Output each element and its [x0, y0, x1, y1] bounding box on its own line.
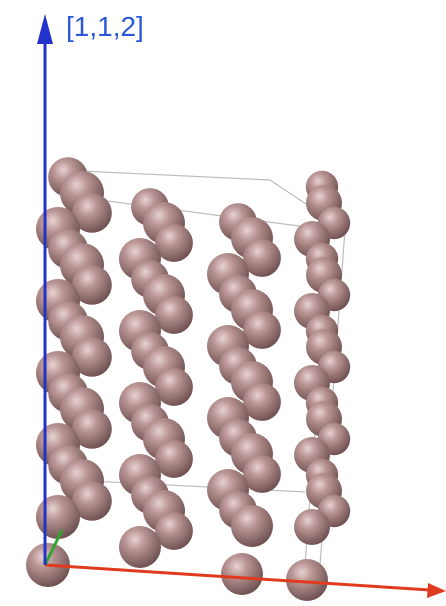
atom	[221, 553, 263, 595]
atom	[294, 509, 330, 545]
page: [1,1,2] (() => { const data = JSON.parse…	[0, 0, 446, 606]
atom	[231, 505, 273, 547]
atom	[119, 526, 161, 568]
structure-view: [1,1,2]	[0, 0, 446, 606]
axis-label: [1,1,2]	[66, 11, 144, 42]
atom	[36, 495, 80, 539]
